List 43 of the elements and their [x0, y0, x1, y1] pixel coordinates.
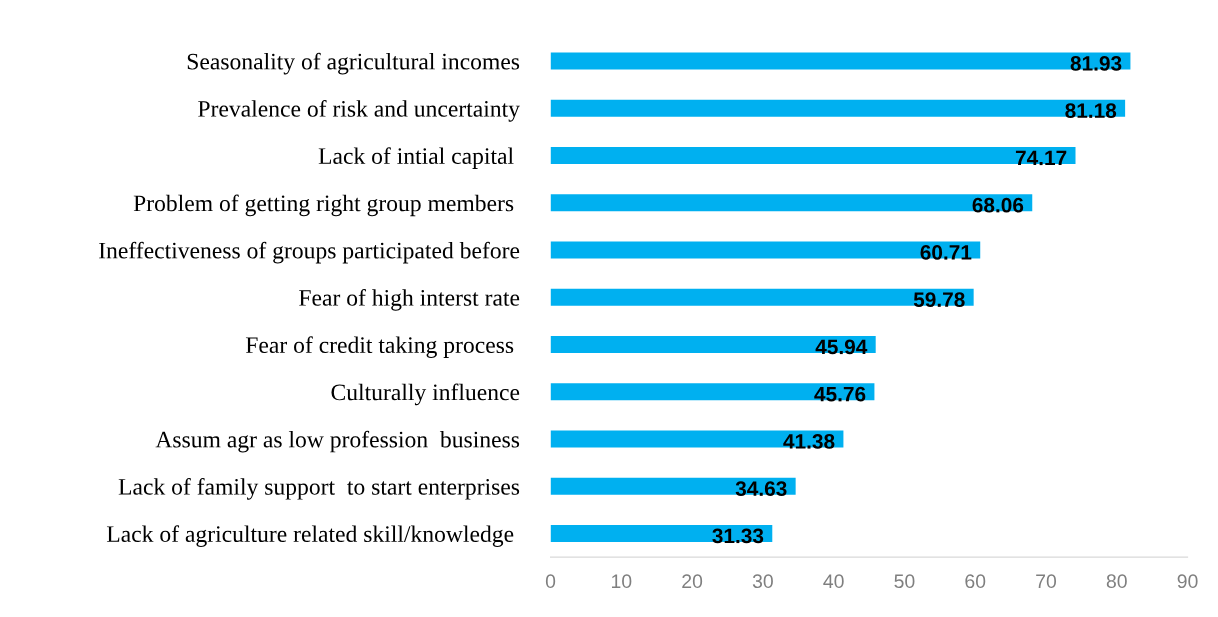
x-tick-label: 10: [611, 574, 632, 589]
y-tick-label: Culturally influence: [331, 383, 520, 406]
y-tick-label: Lack of intial capital: [318, 147, 514, 169]
y-tick-label: Lack of family support to start enterprises: [118, 477, 520, 500]
bar: [550, 477, 796, 495]
x-tick-label: 0: [545, 574, 556, 589]
data-label: 31.33: [712, 528, 764, 544]
bar: [550, 241, 981, 259]
x-tick-label: 20: [682, 574, 703, 589]
bar: [550, 288, 974, 306]
y-tick-label: Assum agr as low profession business: [155, 430, 520, 453]
bar: [550, 147, 1076, 165]
data-label: 41.38: [783, 434, 835, 449]
data-label: 68.06: [972, 197, 1024, 213]
data-label: 74.17: [1015, 150, 1067, 166]
data-label: 34.63: [735, 481, 787, 497]
y-tick-label: Fear of credit taking process: [245, 336, 514, 358]
x-tick-label: 50: [894, 574, 915, 589]
bar: [550, 430, 844, 448]
bar: [550, 194, 1033, 212]
data-label: 59.78: [913, 292, 965, 308]
y-tick-label: Problem of getting right group members: [133, 194, 514, 217]
y-tick-label: Ineffectiveness of groups participated before: [99, 241, 520, 264]
x-tick-label: 60: [965, 574, 986, 589]
bar: [550, 336, 876, 354]
x-tick-label: 30: [752, 574, 773, 589]
bar: [550, 525, 773, 543]
y-tick-label: Prevalence of risk and uncertainty: [198, 99, 520, 122]
x-tick-label: 70: [1036, 574, 1057, 589]
x-tick-label: 40: [823, 574, 844, 589]
data-label: 81.93: [1070, 56, 1122, 71]
data-label: 60.71: [920, 245, 972, 260]
y-tick-label: Lack of agriculture related skill/knowledge: [106, 525, 514, 547]
bar: [550, 52, 1131, 70]
y-tick-label: Fear of high interst rate: [299, 288, 520, 311]
bar: [550, 99, 1126, 117]
y-tick-label: Seasonality of agricultural incomes: [187, 52, 520, 75]
data-label: 45.76: [814, 386, 866, 402]
x-tick-label: 80: [1106, 574, 1127, 589]
x-tick-label: 90: [1177, 574, 1198, 589]
bar: [550, 383, 875, 401]
data-label: 81.18: [1065, 103, 1117, 119]
data-label: 45.94: [815, 339, 868, 355]
